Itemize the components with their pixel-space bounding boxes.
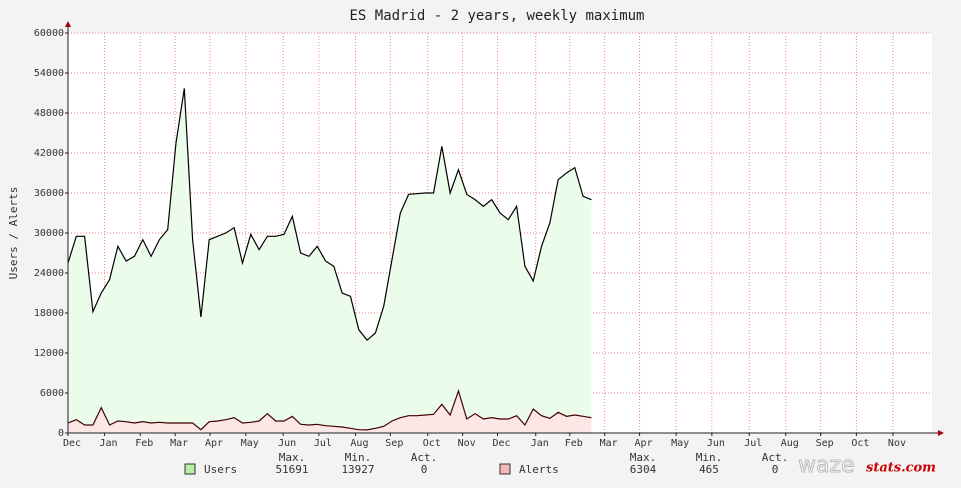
x-tick-label: Jun — [278, 438, 296, 449]
stat-value: 6304 — [630, 463, 657, 476]
y-tick-label: 42000 — [34, 148, 64, 159]
stat-value: 13927 — [341, 463, 374, 476]
y-tick-label: 18000 — [34, 308, 64, 319]
x-tick-label: Apr — [635, 438, 653, 449]
y-tick-label: 0 — [58, 428, 64, 439]
area — [68, 88, 592, 433]
y-tick-label: 6000 — [40, 388, 64, 399]
watermark-waze: waze — [798, 453, 855, 478]
x-tick-label: Aug — [781, 438, 799, 449]
chart-title: ES Madrid - 2 years, weekly maximum — [349, 8, 644, 24]
legend-label: Users — [204, 463, 237, 476]
x-tick-label: Nov — [458, 438, 476, 449]
stat-header: Min. — [696, 451, 723, 464]
legend-swatch — [184, 463, 196, 475]
y-arrow — [65, 21, 71, 27]
x-tick-label: Nov — [888, 438, 906, 449]
x-tick-label: Apr — [205, 438, 223, 449]
legend-swatch — [499, 463, 511, 475]
x-tick-label: Sep — [385, 438, 403, 449]
y-axis-label: Users / Alerts — [7, 187, 20, 280]
line — [67, 88, 592, 342]
stat-value: 51691 — [275, 463, 308, 476]
stat-header: Max. — [630, 451, 657, 464]
stat-header: Act. — [411, 451, 438, 464]
x-tick-label: Aug — [350, 438, 368, 449]
x-tick-label: Jan — [100, 438, 118, 449]
stat-header: Max. — [279, 451, 306, 464]
x-tick-label: Jul — [314, 438, 332, 449]
x-tick-label: Feb — [565, 438, 583, 449]
x-tick-label: Jul — [744, 438, 762, 449]
stat-header: Act. — [762, 451, 789, 464]
x-arrow — [938, 430, 944, 436]
y-tick-label: 48000 — [34, 108, 64, 119]
x-tick-label: May — [671, 438, 689, 449]
y-tick-label: 36000 — [34, 188, 64, 199]
x-tick-label: May — [241, 438, 259, 449]
x-tick-label: Oct — [851, 438, 869, 449]
stat-value: 0 — [421, 463, 428, 476]
x-tick-label: Jan — [531, 438, 549, 449]
x-tick-label: Jun — [707, 438, 725, 449]
axes — [65, 21, 944, 436]
marks — [67, 88, 592, 433]
x-tick-label: Feb — [135, 438, 153, 449]
watermark-stats: stats.com — [866, 461, 936, 476]
x-tick-label: Mar — [600, 438, 618, 449]
x-tick-label: Dec — [63, 438, 81, 449]
area — [68, 390, 592, 433]
x-tick-label: Oct — [423, 438, 441, 449]
x-tick-label: Dec — [492, 438, 510, 449]
y-tick-label: 30000 — [34, 228, 64, 239]
x-tick-label: Sep — [816, 438, 834, 449]
y-tick-label: 12000 — [34, 348, 64, 359]
stat-header: Min. — [345, 451, 372, 464]
y-tick-label: 60000 — [34, 28, 64, 39]
line — [67, 389, 592, 431]
x-tick-label: Mar — [170, 438, 188, 449]
stat-value: 465 — [699, 463, 719, 476]
stat-value: 0 — [772, 463, 779, 476]
y-tick-label: 54000 — [34, 68, 64, 79]
y-tick-label: 24000 — [34, 268, 64, 279]
legend-label: Alerts — [519, 463, 559, 476]
